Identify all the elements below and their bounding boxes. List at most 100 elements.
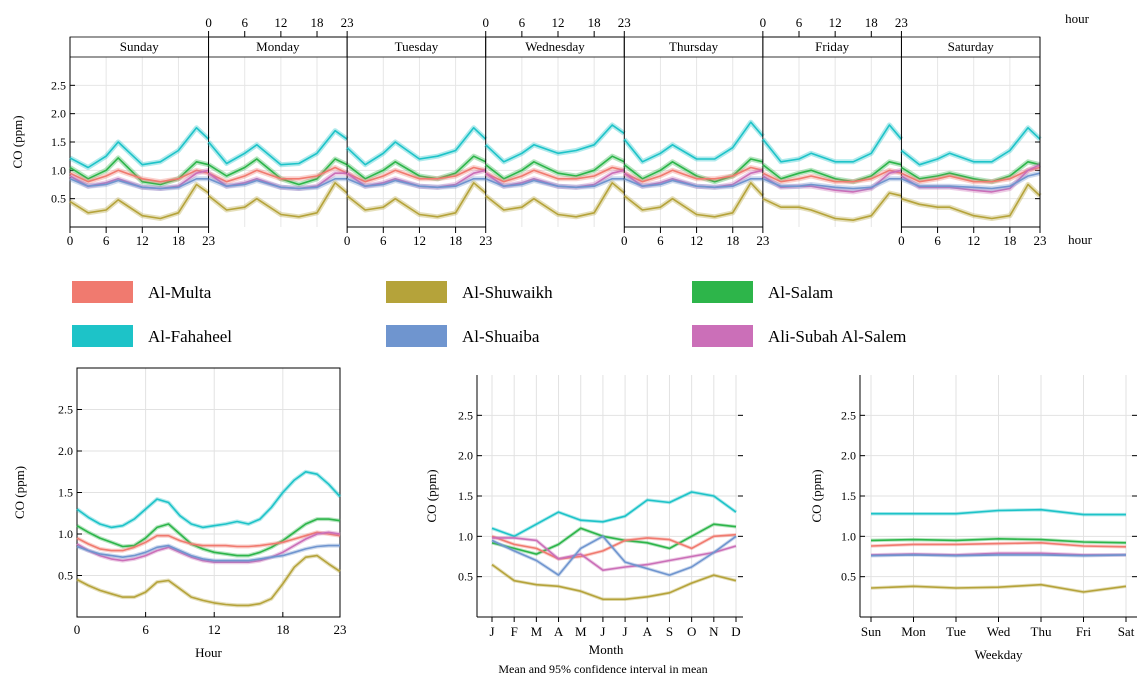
al-fahaheel-monday-line	[207, 129, 348, 166]
al-fahaheel-monday-ci-band	[206, 128, 349, 168]
x-tick-label: S	[666, 624, 673, 639]
strip-label-monday: Monday	[256, 39, 300, 54]
y-tick-label: 1.0	[51, 163, 66, 177]
x-tick-label: Wed	[987, 624, 1011, 639]
al-multa-saturday-line	[901, 166, 1041, 183]
hour-tick-label: 12	[136, 233, 149, 248]
hour-panel: 0.5 1.0 1.5 2.0 2.5 0 6 12 18 23 Hour CO (ppm)	[12, 367, 347, 660]
al-fahaheel-sunday-line	[69, 127, 210, 169]
hour-tick-label: 12	[829, 15, 842, 30]
x-tick-label: M	[531, 624, 543, 639]
x-tick-label: A	[554, 624, 564, 639]
caption: Mean and 95% confidence interval in mean	[498, 662, 707, 676]
hour-tick-label: 18	[588, 15, 601, 30]
legend-label-ali-subah-al-salem: Ali-Subah Al-Salem	[768, 327, 906, 346]
y-tick-label: 1.0	[58, 527, 73, 541]
y-tick-label: 2.5	[841, 408, 856, 422]
al-shuaiba-monday-line	[208, 178, 348, 190]
hour-tick-label: 12	[967, 233, 980, 248]
hour-tick-label: 12	[690, 233, 703, 248]
legend-swatch-al-shuwaikh	[386, 281, 447, 303]
hour-tick-label: 0	[205, 15, 212, 30]
al-salam-friday-line	[762, 161, 902, 183]
x-tick-label: Fri	[1076, 624, 1092, 639]
hour-tick-label: 6	[241, 15, 248, 30]
legend-item-al-shuaiba: Al-Shuaiba	[386, 325, 540, 347]
x-tick-label: M	[575, 624, 587, 639]
y-tick-label: 0.5	[58, 569, 73, 583]
strip-label-sunday: Sunday	[120, 39, 160, 54]
hour-tick-label: 12	[552, 15, 565, 30]
al-salam-thursday-line	[623, 158, 764, 183]
x-tick-label: Thu	[1031, 624, 1052, 639]
ali-subah-al-salem-saturday-line	[900, 163, 1041, 193]
legend-label-al-fahaheel: Al-Fahaheel	[148, 327, 232, 346]
plot-frame	[76, 367, 341, 618]
month-ali-subah-al-salem-line	[492, 537, 737, 571]
al-shuaiba-sunday-line	[69, 178, 209, 190]
month-al-fahaheel-line	[491, 491, 737, 538]
hour-tick-label: 0	[621, 233, 628, 248]
legend: Al-Multa Al-Shuwaikh Al-Salam Al-Fahaheel Al…	[72, 281, 906, 347]
legend-label-al-shuwaikh: Al-Shuwaikh	[462, 283, 553, 302]
legend-swatch-al-salam	[692, 281, 753, 303]
al-salam-sunday-line	[69, 157, 209, 186]
legend-label-al-salam: Al-Salam	[768, 283, 833, 302]
y-axis-label: CO (ppm)	[10, 115, 25, 168]
al-shuaiba-wednesday-line	[485, 178, 625, 189]
x-tick-label: O	[687, 624, 696, 639]
y-axis-label: CO (ppm)	[12, 466, 27, 519]
weekday-al-multa-line	[870, 542, 1127, 548]
weekday-panel: 0.5 1.0 1.5 2.0 2.5 Sun Mon Tue Wed Thu Fri Sat Week…	[809, 375, 1137, 662]
al-fahaheel-tuesday-ci-band	[345, 125, 488, 168]
al-fahaheel-tuesday-line	[346, 127, 487, 166]
x-axis-label: Weekday	[974, 647, 1023, 662]
al-salam-tuesday-line	[346, 155, 487, 180]
al-fahaheel-wednesday-ci-band	[483, 122, 626, 165]
al-shuaiba-tuesday-line	[346, 178, 486, 189]
hour-tick-label: 18	[726, 233, 739, 248]
x-tick-label: 12	[208, 622, 221, 637]
hour-tick-label: 0	[760, 15, 767, 30]
strip-label-saturday: Saturday	[948, 39, 995, 54]
hour-label-top: hour	[1065, 11, 1090, 26]
hour-tick-label: 0	[482, 15, 489, 30]
weekday-al-shuaiba-line	[870, 554, 1127, 557]
y-tick-label: 2.0	[458, 449, 473, 463]
x-tick-label: N	[709, 624, 719, 639]
x-tick-label: 6	[142, 622, 149, 637]
hour-tick-label: 23	[895, 15, 908, 30]
al-shuaiba-thursday-line	[623, 178, 763, 189]
al-fahaheel-saturday-line	[900, 127, 1041, 166]
hour-tick-label: 12	[274, 15, 287, 30]
hour-tick-label: 6	[657, 233, 664, 248]
hour-tick-label: 0	[898, 233, 905, 248]
y-tick-label: 0.5	[51, 192, 66, 206]
hour-tick-label: 23	[618, 15, 631, 30]
al-shuwaikh-monday-line	[208, 182, 348, 218]
x-tick-label: 0	[74, 622, 81, 637]
y-tick-label: 1.5	[51, 135, 66, 149]
legend-item-al-shuwaikh: Al-Shuwaikh	[386, 281, 553, 303]
al-fahaheel-wednesday-line	[485, 124, 625, 163]
x-tick-label: J	[623, 624, 628, 639]
weekday-al-salam-line	[870, 538, 1127, 544]
y-tick-label: 1.5	[58, 486, 73, 500]
hour-al-shuwaikh-line	[76, 554, 341, 607]
al-fahaheel-saturday-ci-band	[899, 125, 1042, 168]
strip-label-wednesday: Wednesday	[525, 39, 585, 54]
y-tick-label: 1.5	[841, 489, 856, 503]
hour-tick-label: 0	[344, 233, 351, 248]
hour-tick-label: 23	[202, 233, 215, 248]
x-axis-label: Month	[589, 642, 624, 657]
weekday-al-shuwaikh-line	[870, 583, 1127, 593]
al-fahaheel-friday-ci-band	[760, 122, 904, 165]
x-tick-label: J	[600, 624, 605, 639]
y-tick-label: 2.0	[58, 444, 73, 458]
y-tick-label: 2.5	[458, 408, 473, 422]
hour-tick-label: 18	[1003, 233, 1016, 248]
al-shuaiba-saturday-line	[901, 172, 1041, 190]
hour-tick-label: 6	[934, 233, 941, 248]
